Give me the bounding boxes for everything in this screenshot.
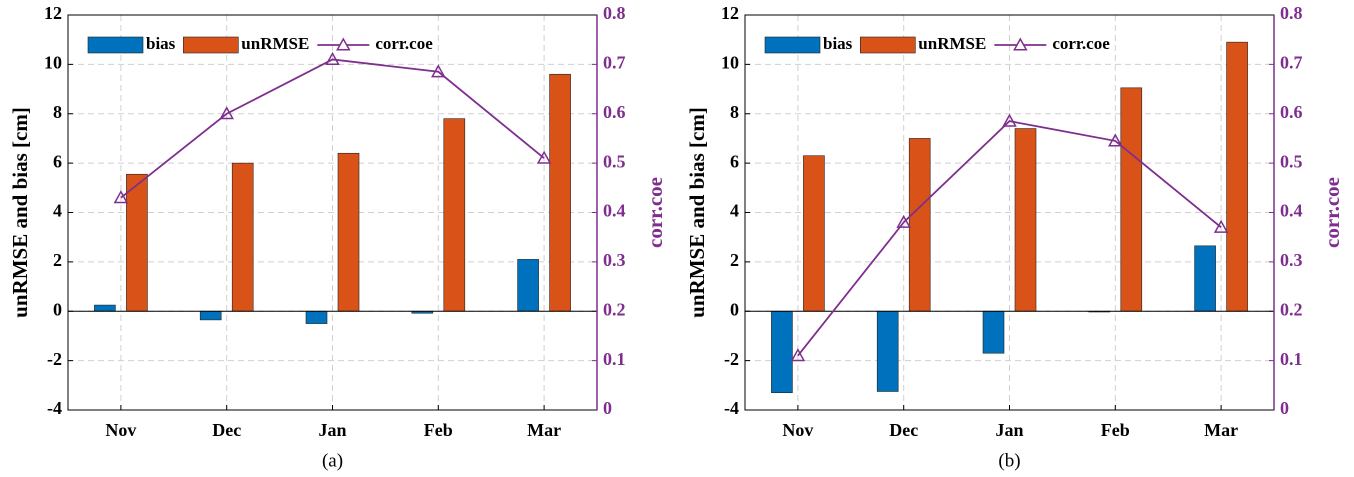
line [120, 58, 545, 199]
x-tick-label: Jan [995, 420, 1023, 440]
y2-tick-label: 0.7 [1280, 53, 1303, 73]
y-tick-label: 12 [721, 3, 739, 23]
line-marker [113, 190, 129, 204]
bar [126, 173, 148, 312]
legend-swatch [859, 36, 916, 54]
line-marker [790, 348, 806, 362]
chart: -4 -2 0 2 4 6 8 10 12 0 0.1 0.2 0.3 0.4 0.5 0.6 0.7 0.8 No… [8, 3, 667, 471]
y2-tick-label: 0.8 [603, 3, 626, 23]
bar [305, 310, 328, 324]
y2-tick-label: 0.2 [603, 299, 626, 319]
line-marker [1002, 113, 1017, 127]
x-tick-label: Feb [1101, 420, 1130, 440]
y-tick-label: 4 [53, 201, 62, 221]
y-tick-label: 12 [44, 3, 62, 23]
y-axis-label: unRMSE and bias [cm] [8, 107, 32, 318]
x-tick-label: Dec [889, 420, 918, 440]
bar [771, 310, 793, 394]
y2-axis-label: corr.coe [643, 177, 667, 248]
y2-tick-label: 0.4 [603, 201, 626, 221]
y-tick-label: 10 [721, 53, 739, 73]
line-marker [219, 106, 234, 120]
bar [982, 310, 1005, 354]
y-tick-label: 8 [53, 102, 62, 122]
y-tick-label: 6 [53, 151, 62, 171]
y-tick-label: -2 [724, 349, 739, 369]
bar [1194, 245, 1216, 312]
y2-tick-label: 0 [1280, 398, 1289, 418]
legend-label: corr.coe [375, 34, 433, 53]
bar [1120, 87, 1143, 312]
y-tick-label: 0 [53, 299, 62, 319]
y-tick-label: 0 [730, 299, 739, 319]
bar [94, 304, 116, 312]
bar [549, 73, 571, 312]
y2-tick-label: 0.5 [1280, 151, 1303, 171]
x-tick-label: Mar [527, 420, 561, 440]
y2-tick-label: 0.5 [603, 151, 626, 171]
y-tick-label: 6 [730, 151, 739, 171]
y2-tick-label: 0.6 [1280, 102, 1303, 122]
bar [908, 138, 931, 312]
y2-tick-label: 0.4 [1280, 201, 1303, 221]
caption: (b) [998, 450, 1020, 471]
y-tick-label: 2 [730, 250, 739, 270]
x-tick-label: Nov [782, 420, 813, 440]
bar [1226, 41, 1248, 312]
y2-tick-label: 0.6 [603, 102, 626, 122]
line-marker [431, 64, 446, 78]
y-tick-label: -4 [47, 398, 62, 418]
y2-tick-label: 0.8 [1280, 3, 1303, 23]
line-marker [536, 150, 552, 164]
x-tick-label: Feb [424, 420, 453, 440]
x-tick-label: Dec [212, 420, 241, 440]
y2-tick-label: 0.1 [603, 349, 626, 369]
y2-tick-label: 0.7 [603, 53, 626, 73]
y2-tick-label: 0.3 [603, 250, 626, 270]
y-tick-label: 4 [730, 201, 739, 221]
y2-axis-label: corr.coe [1320, 177, 1344, 248]
y-tick-label: -2 [47, 349, 62, 369]
legend-marker [1013, 37, 1028, 51]
bar [517, 259, 539, 312]
bar [443, 118, 466, 312]
legend-label: bias [146, 34, 176, 53]
y-tick-label: -4 [724, 398, 739, 418]
bar [231, 162, 254, 312]
y-tick-label: 8 [730, 102, 739, 122]
legend-label: unRMSE [918, 34, 986, 53]
caption: (a) [322, 450, 343, 471]
y-tick-label: 2 [53, 250, 62, 270]
bar [199, 310, 222, 321]
y-tick-label: 10 [44, 53, 62, 73]
x-tick-label: Mar [1204, 420, 1238, 440]
y2-tick-label: 0.1 [1280, 349, 1303, 369]
x-tick-label: Nov [105, 420, 136, 440]
bar [337, 152, 360, 312]
legend-marker [336, 37, 351, 51]
legend-label: corr.coe [1052, 34, 1110, 53]
legend-label: bias [823, 34, 853, 53]
legend-label: unRMSE [241, 34, 309, 53]
legend-swatch [764, 36, 821, 54]
y-axis-label: unRMSE and bias [cm] [685, 107, 709, 318]
chart: -4 -2 0 2 4 6 8 10 12 0 0.1 0.2 0.3 0.4 0.5 0.6 0.7 0.8 No… [685, 3, 1344, 471]
bar [803, 155, 825, 312]
line [797, 120, 1222, 357]
line-marker [1213, 219, 1229, 233]
legend-swatch [182, 36, 239, 54]
line-marker [325, 51, 340, 65]
line-marker [1108, 133, 1123, 147]
bar [876, 310, 899, 392]
y2-tick-label: 0 [603, 398, 612, 418]
line-marker [896, 214, 911, 228]
y2-tick-label: 0.2 [1280, 299, 1303, 319]
y2-tick-label: 0.3 [1280, 250, 1303, 270]
bar [1014, 128, 1037, 312]
x-tick-label: Jan [318, 420, 346, 440]
legend-swatch [87, 36, 144, 54]
